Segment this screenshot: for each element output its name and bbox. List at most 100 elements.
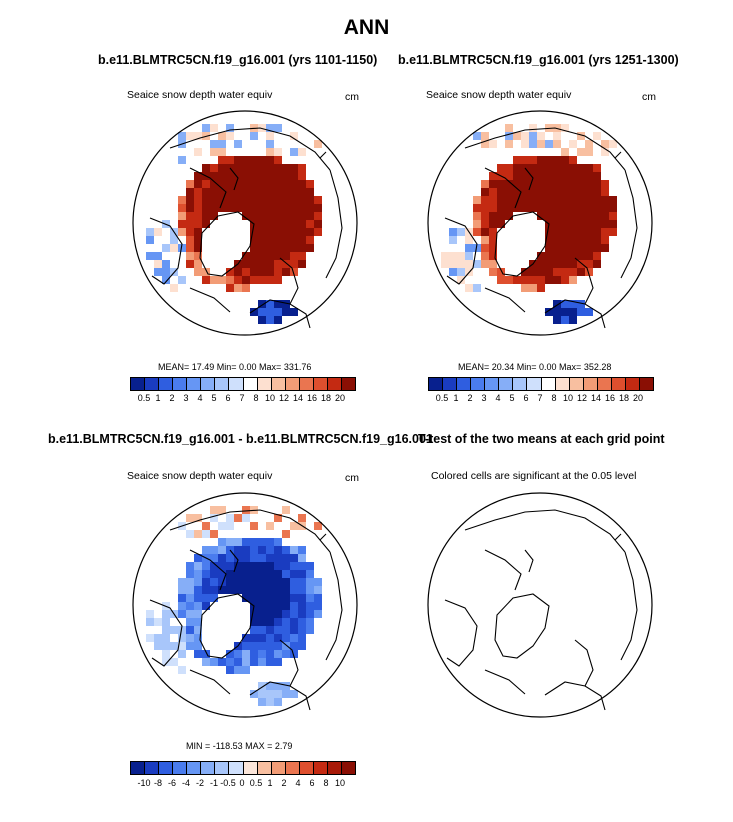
panel1-cell [154, 268, 162, 276]
panel2-colorbar-tick-label: 12 [576, 393, 588, 403]
panel1-cell [186, 228, 194, 236]
panel3-coastline [229, 549, 239, 573]
panel1-colorbar-swatch [327, 378, 342, 390]
panel1-cell [258, 212, 266, 220]
panel2-cell [553, 204, 561, 212]
panel3-colorbar-swatch [341, 762, 355, 774]
panel2-colorbar-swatch [597, 378, 612, 390]
panel2-cell [593, 148, 601, 156]
panel1-stats: MEAN= 17.49 Min= 0.00 Max= 331.76 [158, 362, 312, 372]
panel1-cell [218, 172, 226, 180]
panel2-colorbar-tick-label: 8 [551, 393, 557, 403]
panel3-colorbar-tick-label: 2 [281, 778, 287, 788]
panel3-cell [274, 602, 282, 610]
panel2-cell [521, 172, 529, 180]
panel2-cell [473, 260, 481, 268]
panel1-cell [282, 180, 290, 188]
panel3-cell [258, 698, 266, 706]
panel1-cell [194, 204, 202, 212]
panel2-cell [513, 140, 521, 148]
panel3-cell [226, 666, 234, 674]
panel2-colorbar [428, 377, 654, 391]
panel2-cell [553, 268, 561, 276]
panel1-cell [258, 180, 266, 188]
panel1-cell [314, 140, 322, 148]
panel1-cell [266, 132, 274, 140]
panel1-cell [266, 204, 274, 212]
panel2-cell [553, 236, 561, 244]
panel3-cell [314, 586, 322, 594]
panel2-cell [609, 140, 617, 148]
panel2-colorbar-swatch [611, 378, 626, 390]
panel3-cell [218, 658, 226, 666]
panel2-coastline [614, 151, 622, 159]
panel3-cell [170, 626, 178, 634]
panel3-cell [154, 634, 162, 642]
panel3-cell [186, 570, 194, 578]
panel2-cell [585, 308, 593, 316]
panel2-cell [585, 268, 593, 276]
panel3-cell [258, 618, 266, 626]
panel2-cell [537, 196, 545, 204]
panel3-cell [226, 570, 234, 578]
panel1-colorbar-swatch [243, 378, 258, 390]
panel3-cell [194, 570, 202, 578]
panel1-cell [202, 276, 210, 284]
panel3-cell [202, 578, 210, 586]
panel3-cell [282, 562, 290, 570]
panel1-cell [258, 252, 266, 260]
panel3-cell [282, 506, 290, 514]
panel1-cell [290, 252, 298, 260]
panel1-cell [306, 204, 314, 212]
panel3-cell [282, 570, 290, 578]
panel3-cell [186, 634, 194, 642]
panel2-cell [545, 260, 553, 268]
panel3-colorbar-tick-label: 10 [334, 778, 346, 788]
panel3-cell [210, 506, 218, 514]
panel1-colorbar-tick-label: 4 [197, 393, 203, 403]
panel2-cell [521, 140, 529, 148]
panel3-cell [162, 618, 170, 626]
panel2-cell [553, 228, 561, 236]
panel3-colorbar-swatch [271, 762, 286, 774]
panel1-cell [258, 308, 266, 316]
panel1-cell [210, 124, 218, 132]
panel1-colorbar-tick-label: 14 [292, 393, 304, 403]
panel2-cell [561, 156, 569, 164]
panel2-cell [529, 132, 537, 140]
panel2-cell [489, 196, 497, 204]
panel2-coastline [524, 167, 534, 191]
panel2-cell [497, 188, 505, 196]
panel1-coastline [189, 167, 227, 209]
panel3-cell [242, 634, 250, 642]
panel2-cell [553, 188, 561, 196]
panel3-cell [234, 514, 242, 522]
panel3-cell [274, 634, 282, 642]
panel1-cell [202, 268, 210, 276]
panel3-map [132, 492, 358, 718]
panel1-cell [290, 164, 298, 172]
panel3-cell [258, 538, 266, 546]
panel2-cell [569, 180, 577, 188]
panel2-map [427, 110, 653, 336]
panel1-cell [226, 268, 234, 276]
panel1-cell [218, 204, 226, 212]
panel3-cell [186, 610, 194, 618]
panel1-cell [250, 276, 258, 284]
panel3-cell [234, 578, 242, 586]
panel2-cell [481, 220, 489, 228]
panel3-cell [266, 626, 274, 634]
panel1-colorbar-swatch [229, 378, 244, 390]
panel3-cell [266, 562, 274, 570]
panel1-cell [282, 220, 290, 228]
panel1-cell [290, 236, 298, 244]
panel2-cell [505, 180, 513, 188]
panel2-cell [513, 156, 521, 164]
panel1-cell [178, 212, 186, 220]
panel3-cell [202, 530, 210, 538]
panel2-cell [489, 228, 497, 236]
panel1-cell [242, 268, 250, 276]
panel1-cell [250, 308, 258, 316]
panel2-cell [513, 164, 521, 172]
panel1-cell [274, 308, 282, 316]
